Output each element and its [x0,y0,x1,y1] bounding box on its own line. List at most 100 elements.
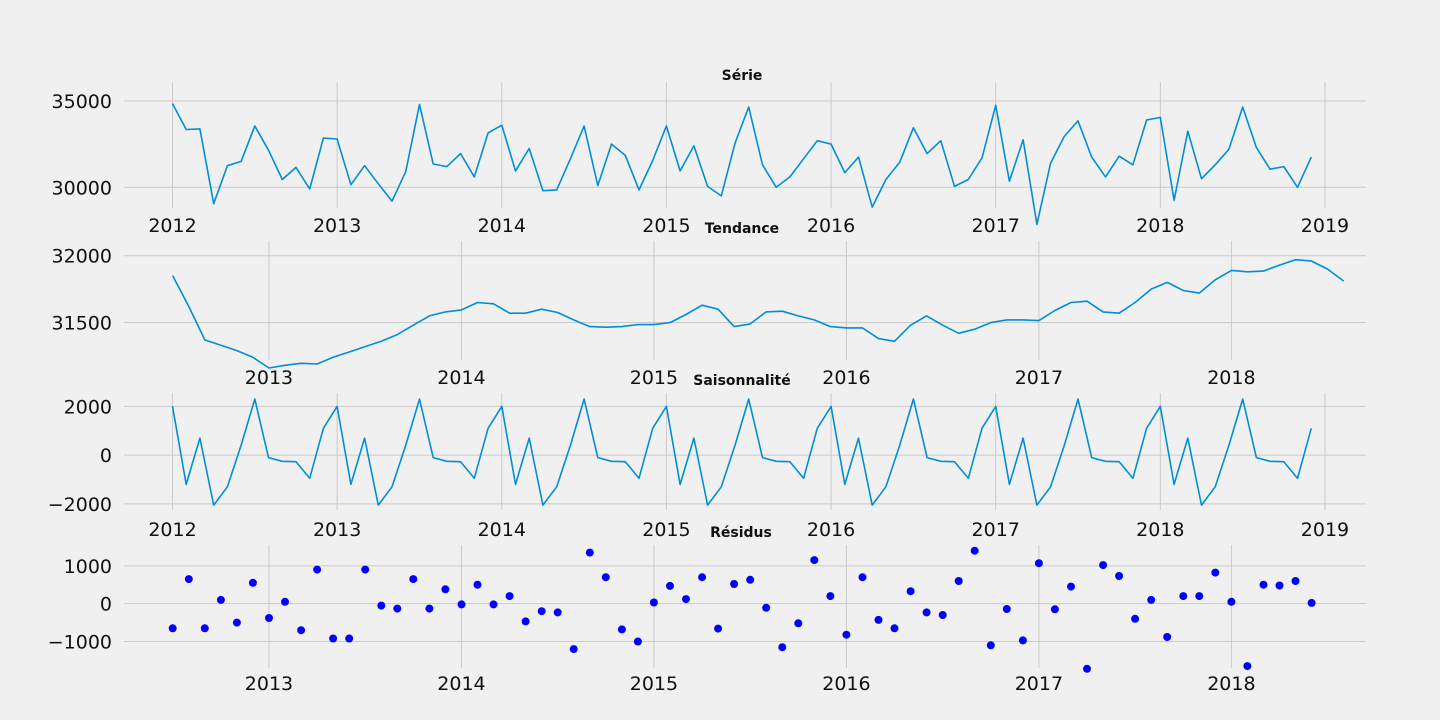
residual-point [826,592,835,601]
residual-point [649,598,658,607]
residual-point [601,573,610,582]
residual-point [1067,582,1075,591]
residual-point [1115,572,1124,580]
residual-point [714,624,723,633]
residual-point [1018,636,1027,645]
x-tick-label-2013: 2013 [313,215,361,237]
residual-point [890,624,899,633]
x-tick-label-2016: 2016 [822,367,870,389]
residual-point [377,601,386,610]
panel-title: Résidus [710,525,772,541]
x-tick-label-2015: 2015 [642,519,690,541]
residual-point [457,600,466,609]
residual-point [345,634,354,643]
residual-point [473,580,482,589]
residual-point [505,592,514,601]
panel-title: Tendance [705,221,779,237]
x-tick-label-2016: 2016 [807,215,855,237]
residual-point [1259,580,1268,589]
y-tick-label: 0 [100,594,112,616]
residual-point [938,611,947,619]
residual-point [1211,568,1220,577]
x-tick-label-2017: 2017 [1015,367,1063,389]
residual-point [281,597,289,606]
residual-point [986,641,995,650]
y-tick-label: 30000 [52,177,112,199]
residual-point [1002,605,1011,613]
y-tick-label: 35000 [52,91,112,113]
y-tick-label: 0 [100,445,112,467]
residual-point [1083,664,1091,673]
residual-point [794,619,803,628]
saisonnalite-panel: 2012 2013 2014 2015 2016 2017 2018 2019 −2000 0 20… [48,373,1366,541]
x-tick-label-2019: 2019 [1301,215,1349,237]
residual-point [409,575,418,584]
x-tick-label-2013: 2013 [245,367,293,389]
x-tick-label-2014: 2014 [478,519,526,541]
x-tick-label-2019: 2019 [1301,519,1349,541]
x-tick-label-2017: 2017 [972,519,1020,541]
residual-point [1275,581,1284,590]
residual-point [441,585,450,594]
x-tick-label-2012: 2012 [148,519,196,541]
tendance-panel: 2013 2014 2015 2016 2017 2018 31500 32000 Tendan… [52,221,1366,389]
residual-point [248,578,257,587]
residual-point [393,604,402,613]
residual-point [922,608,931,617]
residual-point [762,603,771,612]
serie-panel: 2012 2013 2014 2015 2016 2017 2018 2019 30000 350… [52,68,1366,237]
residual-point [1147,595,1156,604]
residual-point [1179,592,1188,601]
x-tick-label-2012: 2012 [148,215,196,237]
x-tick-label-2015: 2015 [642,215,690,237]
y-tick-label: −1000 [48,632,112,654]
residual-point [425,604,434,613]
residual-point [569,645,578,654]
residual-point [200,624,209,633]
x-tick-label-2015: 2015 [630,367,678,389]
residual-point [1050,605,1059,614]
residual-point [746,575,755,584]
residual-point [184,575,193,584]
residual-point [1195,592,1204,601]
residual-point [874,615,883,624]
x-tick-label-2018: 2018 [1136,519,1184,541]
residual-point [970,546,979,555]
x-tick-label-2017: 2017 [1015,673,1063,695]
x-tick-label-2018: 2018 [1207,367,1255,389]
residual-point [521,617,530,626]
y-tick-label: 32000 [52,246,112,268]
x-tick-label-2014: 2014 [437,367,485,389]
residual-point [489,600,498,609]
y-tick-label: 31500 [52,313,112,335]
residual-point [329,634,338,643]
panel-title: Série [722,68,763,84]
residual-point [1099,561,1108,570]
series-line [171,258,1345,369]
x-tick-label-2015: 2015 [630,673,678,695]
residual-point [1243,662,1252,671]
residual-point [313,565,322,574]
residual-point [682,595,690,604]
residual-point [633,637,642,646]
residual-point [666,581,674,590]
residual-point [216,595,225,604]
residual-point [1307,598,1316,607]
y-tick-label: 2000 [64,396,112,418]
residus-panel: 2013 2014 2015 2016 2017 2018 −1000 0 1000 Résidu… [48,525,1366,695]
x-tick-label-2016: 2016 [807,519,855,541]
residual-point [730,580,739,588]
residual-point [1163,633,1172,641]
x-tick-label-2014: 2014 [478,215,526,237]
residual-point [778,643,787,652]
residual-point [842,630,851,639]
residual-point [1291,577,1300,585]
x-tick-label-2018: 2018 [1207,673,1255,695]
residual-point [617,625,626,634]
residual-point [232,618,241,627]
residual-point [1131,614,1140,623]
series-line [171,398,1313,506]
x-tick-label-2017: 2017 [972,215,1020,237]
y-tick-label: 1000 [64,556,112,578]
